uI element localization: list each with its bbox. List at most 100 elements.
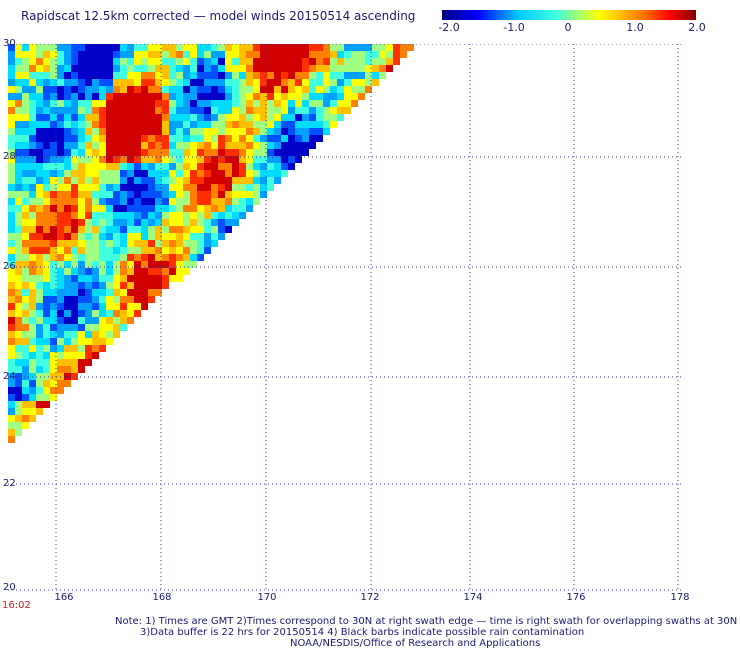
wind-cell (302, 58, 309, 65)
wind-cell (8, 282, 15, 289)
wind-cell (22, 226, 29, 233)
wind-cell (120, 156, 127, 163)
wind-cell (197, 65, 204, 72)
wind-cell (127, 303, 134, 310)
wind-cell (8, 268, 15, 275)
wind-cell (29, 268, 36, 275)
wind-cell (281, 65, 288, 72)
wind-cell (176, 219, 183, 226)
wind-cell (120, 226, 127, 233)
wind-cell (211, 93, 218, 100)
wind-cell (50, 184, 57, 191)
wind-cell (211, 44, 218, 51)
wind-cell (29, 359, 36, 366)
wind-cell (78, 268, 85, 275)
wind-cell (169, 121, 176, 128)
wind-cell (113, 296, 120, 303)
wind-cell (302, 93, 309, 100)
wind-cell (99, 170, 106, 177)
wind-cell (120, 149, 127, 156)
wind-cell (36, 93, 43, 100)
wind-cell (36, 366, 43, 373)
wind-cell (169, 142, 176, 149)
wind-cell (134, 51, 141, 58)
wind-cell (190, 100, 197, 107)
wind-cell (106, 58, 113, 65)
wind-cell (120, 275, 127, 282)
wind-cell (323, 58, 330, 65)
colorbar-label-max: 2.0 (688, 21, 706, 34)
wind-cell (393, 44, 400, 51)
wind-cell (337, 100, 344, 107)
wind-cell (85, 198, 92, 205)
wind-cell (99, 296, 106, 303)
wind-cell (64, 156, 71, 163)
wind-cell (337, 114, 344, 121)
wind-cell (43, 100, 50, 107)
wind-cell (99, 107, 106, 114)
wind-cell (162, 282, 169, 289)
wind-cell (71, 219, 78, 226)
wind-cell (155, 177, 162, 184)
wind-cell (50, 310, 57, 317)
wind-cell (190, 121, 197, 128)
wind-cell (162, 198, 169, 205)
wind-cell (246, 205, 253, 212)
wind-cell (267, 121, 274, 128)
wind-cell (43, 366, 50, 373)
wind-cell (337, 58, 344, 65)
wind-cell (155, 142, 162, 149)
wind-cell (43, 289, 50, 296)
wind-cell (15, 205, 22, 212)
wind-cell (15, 268, 22, 275)
wind-cell (15, 408, 22, 415)
wind-cell (365, 86, 372, 93)
wind-cell (99, 51, 106, 58)
wind-cell (176, 65, 183, 72)
wind-cell (29, 184, 36, 191)
wind-cell (260, 114, 267, 121)
wind-cell (358, 93, 365, 100)
wind-cell (8, 65, 15, 72)
wind-cell (43, 198, 50, 205)
wind-cell (162, 44, 169, 51)
wind-cell (85, 317, 92, 324)
wind-cell (113, 142, 120, 149)
wind-cell (190, 44, 197, 51)
wind-cell (36, 149, 43, 156)
wind-cell (29, 177, 36, 184)
wind-cell (8, 219, 15, 226)
wind-cell (141, 268, 148, 275)
wind-cell (43, 303, 50, 310)
wind-cell (64, 373, 71, 380)
wind-cell (71, 58, 78, 65)
wind-cell (22, 296, 29, 303)
wind-cell (85, 86, 92, 93)
wind-cell (148, 268, 155, 275)
wind-cell (92, 184, 99, 191)
wind-cell (120, 247, 127, 254)
wind-cell (330, 93, 337, 100)
lat-label-28: 28 (3, 151, 16, 162)
wind-cell (127, 107, 134, 114)
wind-cell (99, 303, 106, 310)
wind-cell (169, 226, 176, 233)
wind-cell (295, 79, 302, 86)
wind-cell (211, 58, 218, 65)
wind-cell (393, 58, 400, 65)
wind-cell (183, 177, 190, 184)
wind-cell (57, 121, 64, 128)
wind-cell (29, 233, 36, 240)
wind-cell (330, 114, 337, 121)
wind-cell (302, 128, 309, 135)
wind-cell (316, 58, 323, 65)
wind-cell (274, 170, 281, 177)
wind-cell (162, 135, 169, 142)
colorbar-label-neg1: -1.0 (503, 21, 525, 34)
wind-cell (218, 142, 225, 149)
wind-cell (92, 282, 99, 289)
wind-cell (155, 233, 162, 240)
wind-cell (155, 163, 162, 170)
wind-cell (71, 226, 78, 233)
wind-cell (372, 51, 379, 58)
